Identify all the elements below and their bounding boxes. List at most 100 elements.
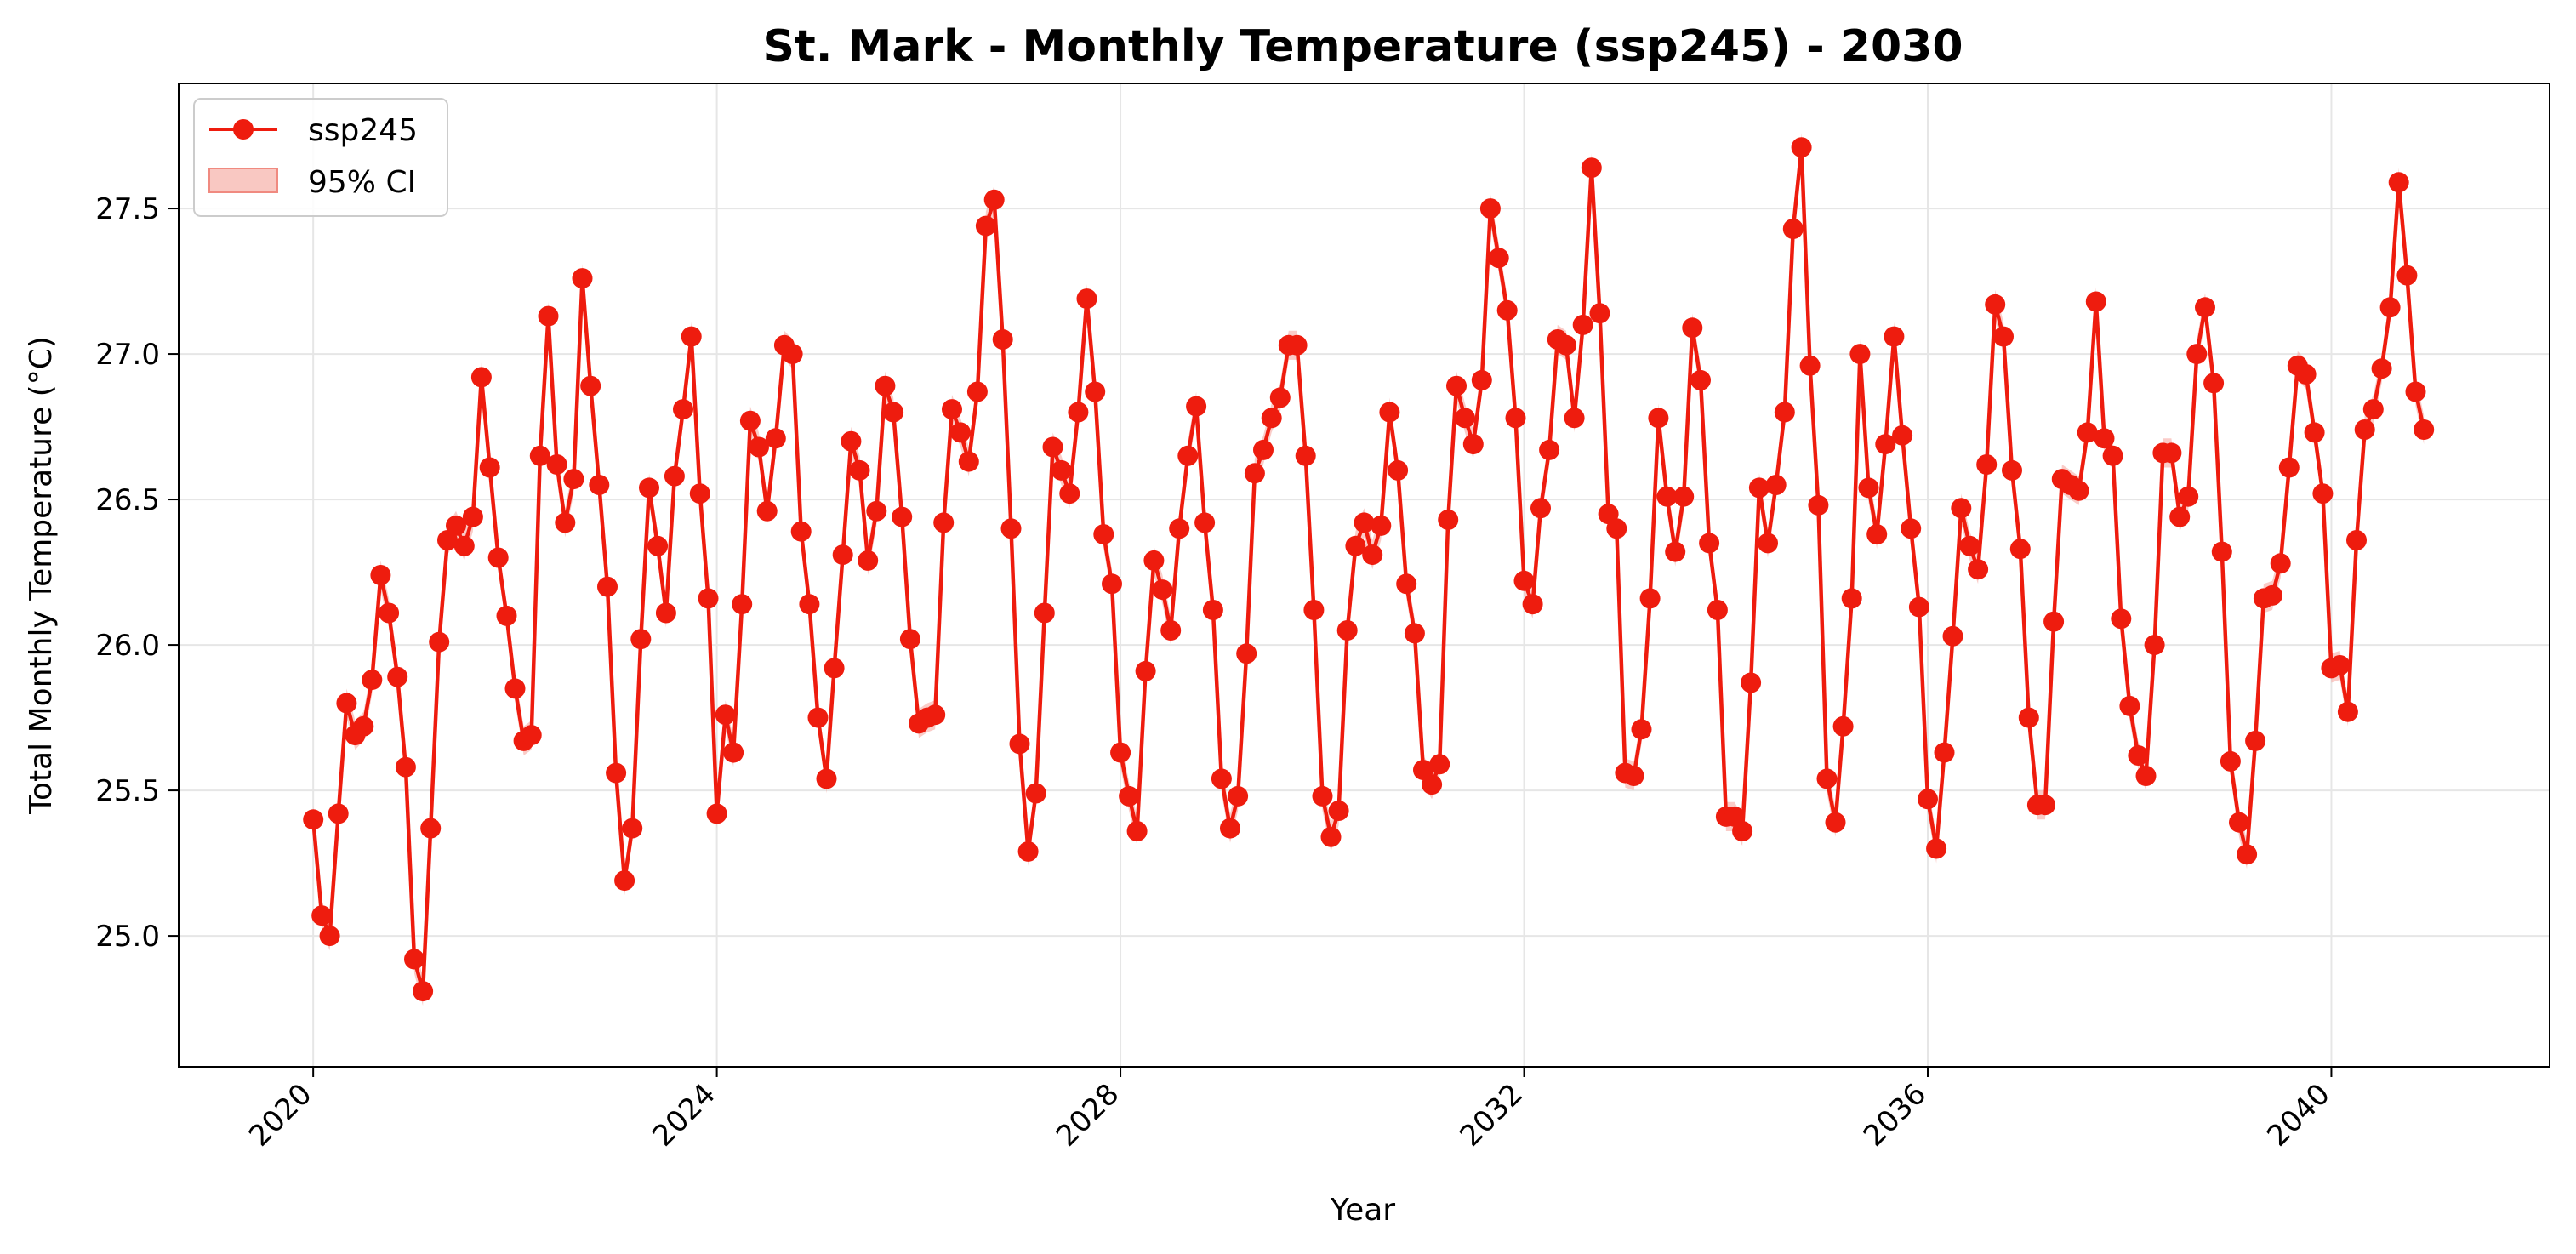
data-point <box>1422 774 1443 795</box>
data-point <box>1985 294 2006 315</box>
data-point <box>1656 486 1678 507</box>
x-axis-label: Year <box>1330 1193 1395 1228</box>
legend-label-ci: 95% CI <box>308 165 416 200</box>
data-point <box>1000 518 1022 539</box>
data-point <box>1758 533 1778 554</box>
data-point <box>1858 477 1879 499</box>
data-point <box>2337 701 2358 722</box>
data-point <box>715 704 736 726</box>
data-point <box>546 454 567 475</box>
data-point <box>1119 785 1140 807</box>
data-point <box>597 576 618 597</box>
data-point <box>723 742 744 763</box>
data-point <box>1169 518 1190 539</box>
data-point <box>2414 419 2435 440</box>
data-point <box>841 430 862 452</box>
data-point <box>899 629 920 650</box>
data-point <box>2362 399 2384 420</box>
data-point <box>1236 643 1257 664</box>
data-point <box>496 605 517 626</box>
data-point <box>1741 672 1762 693</box>
data-point <box>875 375 896 396</box>
data-point <box>1455 408 1475 429</box>
grid <box>179 83 2550 1067</box>
data-point <box>1336 620 1358 641</box>
data-point <box>1832 715 1854 737</box>
data-point <box>1211 768 1232 789</box>
data-point <box>2203 373 2225 394</box>
data-point <box>2405 381 2426 402</box>
data-point <box>1295 445 1316 466</box>
data-point <box>2186 344 2208 365</box>
data-point <box>1102 573 1122 595</box>
data-point <box>1303 600 1325 620</box>
data-point <box>2270 553 2291 574</box>
data-point <box>1934 742 1955 763</box>
data-point <box>453 535 475 556</box>
data-point <box>1866 524 1888 545</box>
data-point <box>1707 600 1728 620</box>
data-point <box>446 515 466 536</box>
data-point <box>966 381 988 402</box>
data-point <box>1951 498 1972 519</box>
data-point <box>681 326 702 347</box>
data-point <box>2119 695 2140 716</box>
data-point <box>1009 733 1030 755</box>
data-point <box>1354 512 1375 533</box>
data-point <box>2077 422 2098 443</box>
data-point <box>1942 625 1963 647</box>
data-point <box>2295 364 2317 385</box>
data-point <box>1732 821 1753 841</box>
data-point <box>2161 442 2182 464</box>
y-tick-label: 27.0 <box>95 338 160 372</box>
data-point <box>2135 766 2157 786</box>
data-point <box>1438 510 1459 530</box>
data-point <box>2229 812 2249 833</box>
data-point <box>2094 428 2115 449</box>
data-point <box>2371 358 2392 379</box>
data-point <box>698 588 719 609</box>
data-point <box>630 629 652 650</box>
data-point <box>1042 436 1063 458</box>
data-point <box>479 457 500 478</box>
data-point <box>1589 303 1610 324</box>
data-point <box>1522 594 1543 615</box>
data-point <box>1849 344 1871 365</box>
data-point <box>1648 408 1669 429</box>
legend: ssp245 95% CI <box>193 98 448 217</box>
data-point <box>992 329 1013 350</box>
data-point <box>749 436 769 458</box>
data-point <box>614 870 635 892</box>
data-point <box>1808 494 1829 516</box>
data-point <box>2009 539 2031 560</box>
data-point <box>1228 785 1249 807</box>
data-point <box>336 693 357 714</box>
data-point <box>1286 334 1308 356</box>
data-point <box>470 367 492 388</box>
data-point <box>1068 402 1089 423</box>
data-point <box>1606 518 1627 539</box>
chart-title: St. Mark - Monthly Temperature (ssp245) … <box>762 21 1963 72</box>
data-point <box>799 594 820 615</box>
data-point <box>1623 766 1644 786</box>
data-point <box>319 926 340 947</box>
data-point <box>379 602 400 624</box>
data-point <box>2211 541 2232 562</box>
data-point <box>2245 730 2266 751</box>
data-point <box>362 670 383 691</box>
data-point <box>664 465 685 487</box>
data-point <box>925 704 946 726</box>
data-point <box>1816 768 1838 789</box>
data-point <box>420 818 442 839</box>
data-point <box>1782 219 1804 239</box>
data-point <box>328 803 349 824</box>
data-point <box>2043 611 2065 632</box>
data-point <box>1479 198 1501 219</box>
data-point <box>1488 248 1509 269</box>
data-point <box>2002 459 2022 481</box>
data-point <box>1388 459 1409 481</box>
data-point <box>622 818 643 839</box>
data-point <box>647 535 669 556</box>
data-point <box>1513 570 1535 591</box>
data-point <box>1051 459 1072 481</box>
